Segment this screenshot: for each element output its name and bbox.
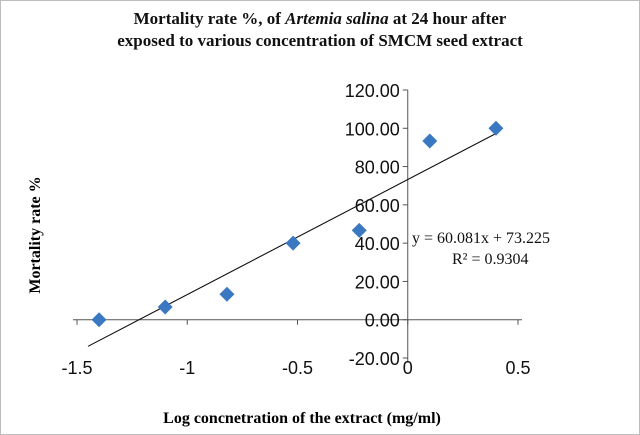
chart-title-line1: Mortality rate %, of Artemia salina at 2… [133, 9, 507, 28]
data-point [219, 286, 235, 302]
data-point [157, 299, 173, 315]
r-squared-label: R² = 0.9304 [452, 251, 529, 268]
y-tick-label: 20.00 [355, 272, 400, 292]
data-point [351, 222, 367, 238]
y-axis-label: Mortality rate % [27, 176, 44, 293]
data-point [91, 312, 107, 328]
x-tick-label: -1 [179, 358, 195, 378]
x-tick-label: -1.5 [61, 358, 92, 378]
data-points-group [91, 120, 504, 328]
axes-group [73, 89, 522, 362]
chart-title: Mortality rate %, of Artemia salina at 2… [0, 8, 640, 52]
tick-labels-group: -20.00 0.00 20.00 40.00 60.00 80.00 100.00 120.… [61, 81, 530, 378]
y-tick-label: -20.00 [349, 349, 400, 369]
species-name: Artemia salina [285, 9, 389, 28]
x-axis-label: Log concnetration of the extract (mg/ml) [163, 410, 441, 427]
data-point [422, 133, 438, 149]
data-point [488, 120, 504, 136]
x-tick-label: 0 [403, 358, 413, 378]
chart-title-line2: exposed to various concentration of SMCM… [117, 31, 523, 50]
x-tick-label: 0.5 [505, 358, 530, 378]
y-tick-label: 100.00 [345, 119, 400, 139]
y-tick-label: 80.00 [355, 158, 400, 178]
y-tick-label: 40.00 [355, 234, 400, 254]
y-tick-label: 0.00 [365, 311, 400, 331]
data-point [285, 235, 301, 251]
x-tick-label: -0.5 [282, 358, 313, 378]
y-tick-label: 60.00 [355, 196, 400, 216]
y-tick-label: 120.00 [345, 81, 400, 101]
trendline-equation: y = 60.081x + 73.225 [412, 230, 550, 247]
